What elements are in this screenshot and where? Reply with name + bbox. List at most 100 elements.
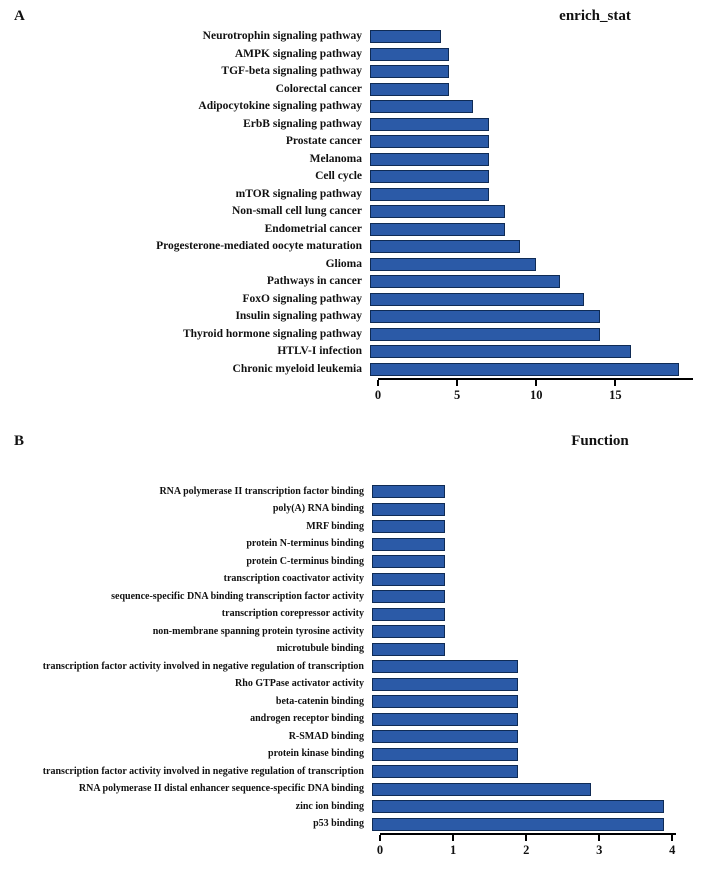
category-label: RNA polymerase II transcription factor b… [159,485,364,497]
axis-tick [671,835,674,841]
panel-a-title: enrich_stat [559,8,631,24]
chart-row: Non-small cell lung cancer [0,203,704,221]
panel-b-function: B Function RNA polymerase II transcripti… [0,433,704,863]
bar-track [372,765,668,779]
category-label: AMPK signaling pathway [234,47,362,60]
chart-row: transcription factor activity involved i… [0,763,704,781]
category-label: transcription factor activity involved i… [42,660,364,672]
bar-track [372,572,668,586]
category-label: poly(A) RNA binding [272,503,364,515]
chart-row: AMPK signaling pathway [0,46,704,64]
category-label: non-membrane spanning protein tyrosine a… [152,625,364,637]
category-label: FoxO signaling pathway [242,292,363,305]
bar-track [370,222,685,236]
category-label: p53 binding [313,818,364,830]
category-label: Chronic myeloid leukemia [232,362,362,375]
bar [372,765,519,779]
bar [372,502,446,516]
panel-a-x-axis: 0 5 10 15 [375,378,693,408]
axis-tick-label: 2 [523,843,530,857]
bar [370,257,537,271]
bar [370,187,489,201]
chart-row: Chronic myeloid leukemia [0,361,704,379]
category-label: Progesterone-mediated oocyte maturation [156,240,362,252]
category-label: protein C-terminus binding [246,555,364,567]
category-label: Colorectal cancer [275,82,362,95]
bar [372,520,446,534]
chart-row: poly(A) RNA binding [0,501,704,519]
chart-row: beta-catenin binding [0,693,704,711]
chart-row: Prostate cancer [0,133,704,151]
axis-tick [452,835,455,841]
axis-tick-label: 10 [530,388,543,402]
chart-row: protein N-terminus binding [0,536,704,554]
bar-track [372,677,668,691]
category-label: transcription coactivator activity [223,573,364,585]
chart-row: HTLV-I infection [0,343,704,361]
bar-track [372,782,668,796]
axis-tick-label: 4 [669,843,676,857]
axis-tick [614,380,617,386]
chart-row: protein kinase binding [0,746,704,764]
bar-track [370,65,685,79]
chart-row: Pathways in cancer [0,273,704,291]
category-label: beta-catenin binding [275,695,364,707]
category-label: ErbB signaling pathway [243,117,362,130]
chart-row: sequence-specific DNA binding transcript… [0,588,704,606]
bar-track [372,520,668,534]
bar [370,327,600,341]
bar-track [370,170,685,184]
chart-row: transcription corepressor activity [0,606,704,624]
bar-track [372,537,668,551]
category-label: Insulin signaling pathway [235,310,362,322]
category-label: Neurotrophin signaling pathway [202,30,362,42]
chart-row: Rho GTPase activator activity [0,676,704,694]
bar [372,485,446,499]
axis-tick-label: 3 [596,843,603,857]
bar [372,555,446,569]
chart-row: mTOR signaling pathway [0,186,704,204]
bar [372,800,665,814]
chart-row: MRF binding [0,518,704,536]
bar [370,292,584,306]
chart-row: Thyroid hormone signaling pathway [0,326,704,344]
bar [370,205,505,219]
panel-a-enrich-stat: A enrich_stat Neurotrophin signaling pat… [0,0,704,408]
panel-b-header: B Function [0,433,704,453]
bar-track [372,625,668,639]
chart-row: RNA polymerase II distal enhancer sequen… [0,781,704,799]
chart-row: ErbB signaling pathway [0,116,704,134]
chart-row: R-SMAD binding [0,728,704,746]
bar [370,82,450,96]
bar-track [370,257,685,271]
bar-track [370,47,685,61]
bar [372,747,519,761]
bar [370,152,489,166]
bar-track [370,310,685,324]
chart-row: microtubule binding [0,641,704,659]
bar [370,135,489,149]
category-label: Rho GTPase activator activity [235,678,364,690]
axis-tick [456,380,459,386]
category-label: sequence-specific DNA binding transcript… [111,590,364,602]
bar [370,117,489,131]
bar [372,537,446,551]
bar [372,712,519,726]
bar [372,607,446,621]
category-label: R-SMAD binding [288,730,364,742]
chart-row: transcription factor activity involved i… [0,658,704,676]
bar-track [370,205,685,219]
bar-track [372,555,668,569]
panel-a-bar-rows: Neurotrophin signaling pathway AMPK signa… [0,28,704,378]
category-label: Endometrial cancer [264,222,362,235]
bar-track [372,712,668,726]
chart-row: RNA polymerase II transcription factor b… [0,483,704,501]
bar [370,47,450,61]
bar-track [372,660,668,674]
bar [370,30,442,44]
axis-tick [598,835,601,841]
bar [370,65,450,79]
bar [372,642,446,656]
chart-row: zinc ion binding [0,798,704,816]
bar [370,170,489,184]
